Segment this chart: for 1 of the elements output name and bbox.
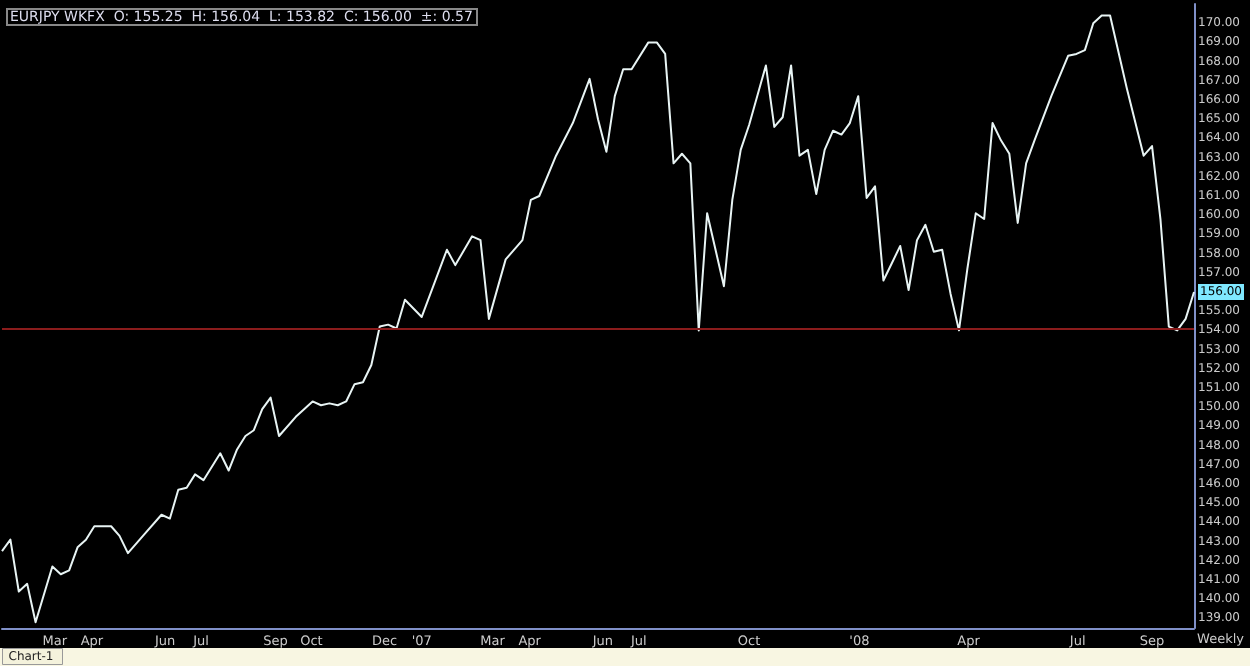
line-series <box>1 14 1196 624</box>
